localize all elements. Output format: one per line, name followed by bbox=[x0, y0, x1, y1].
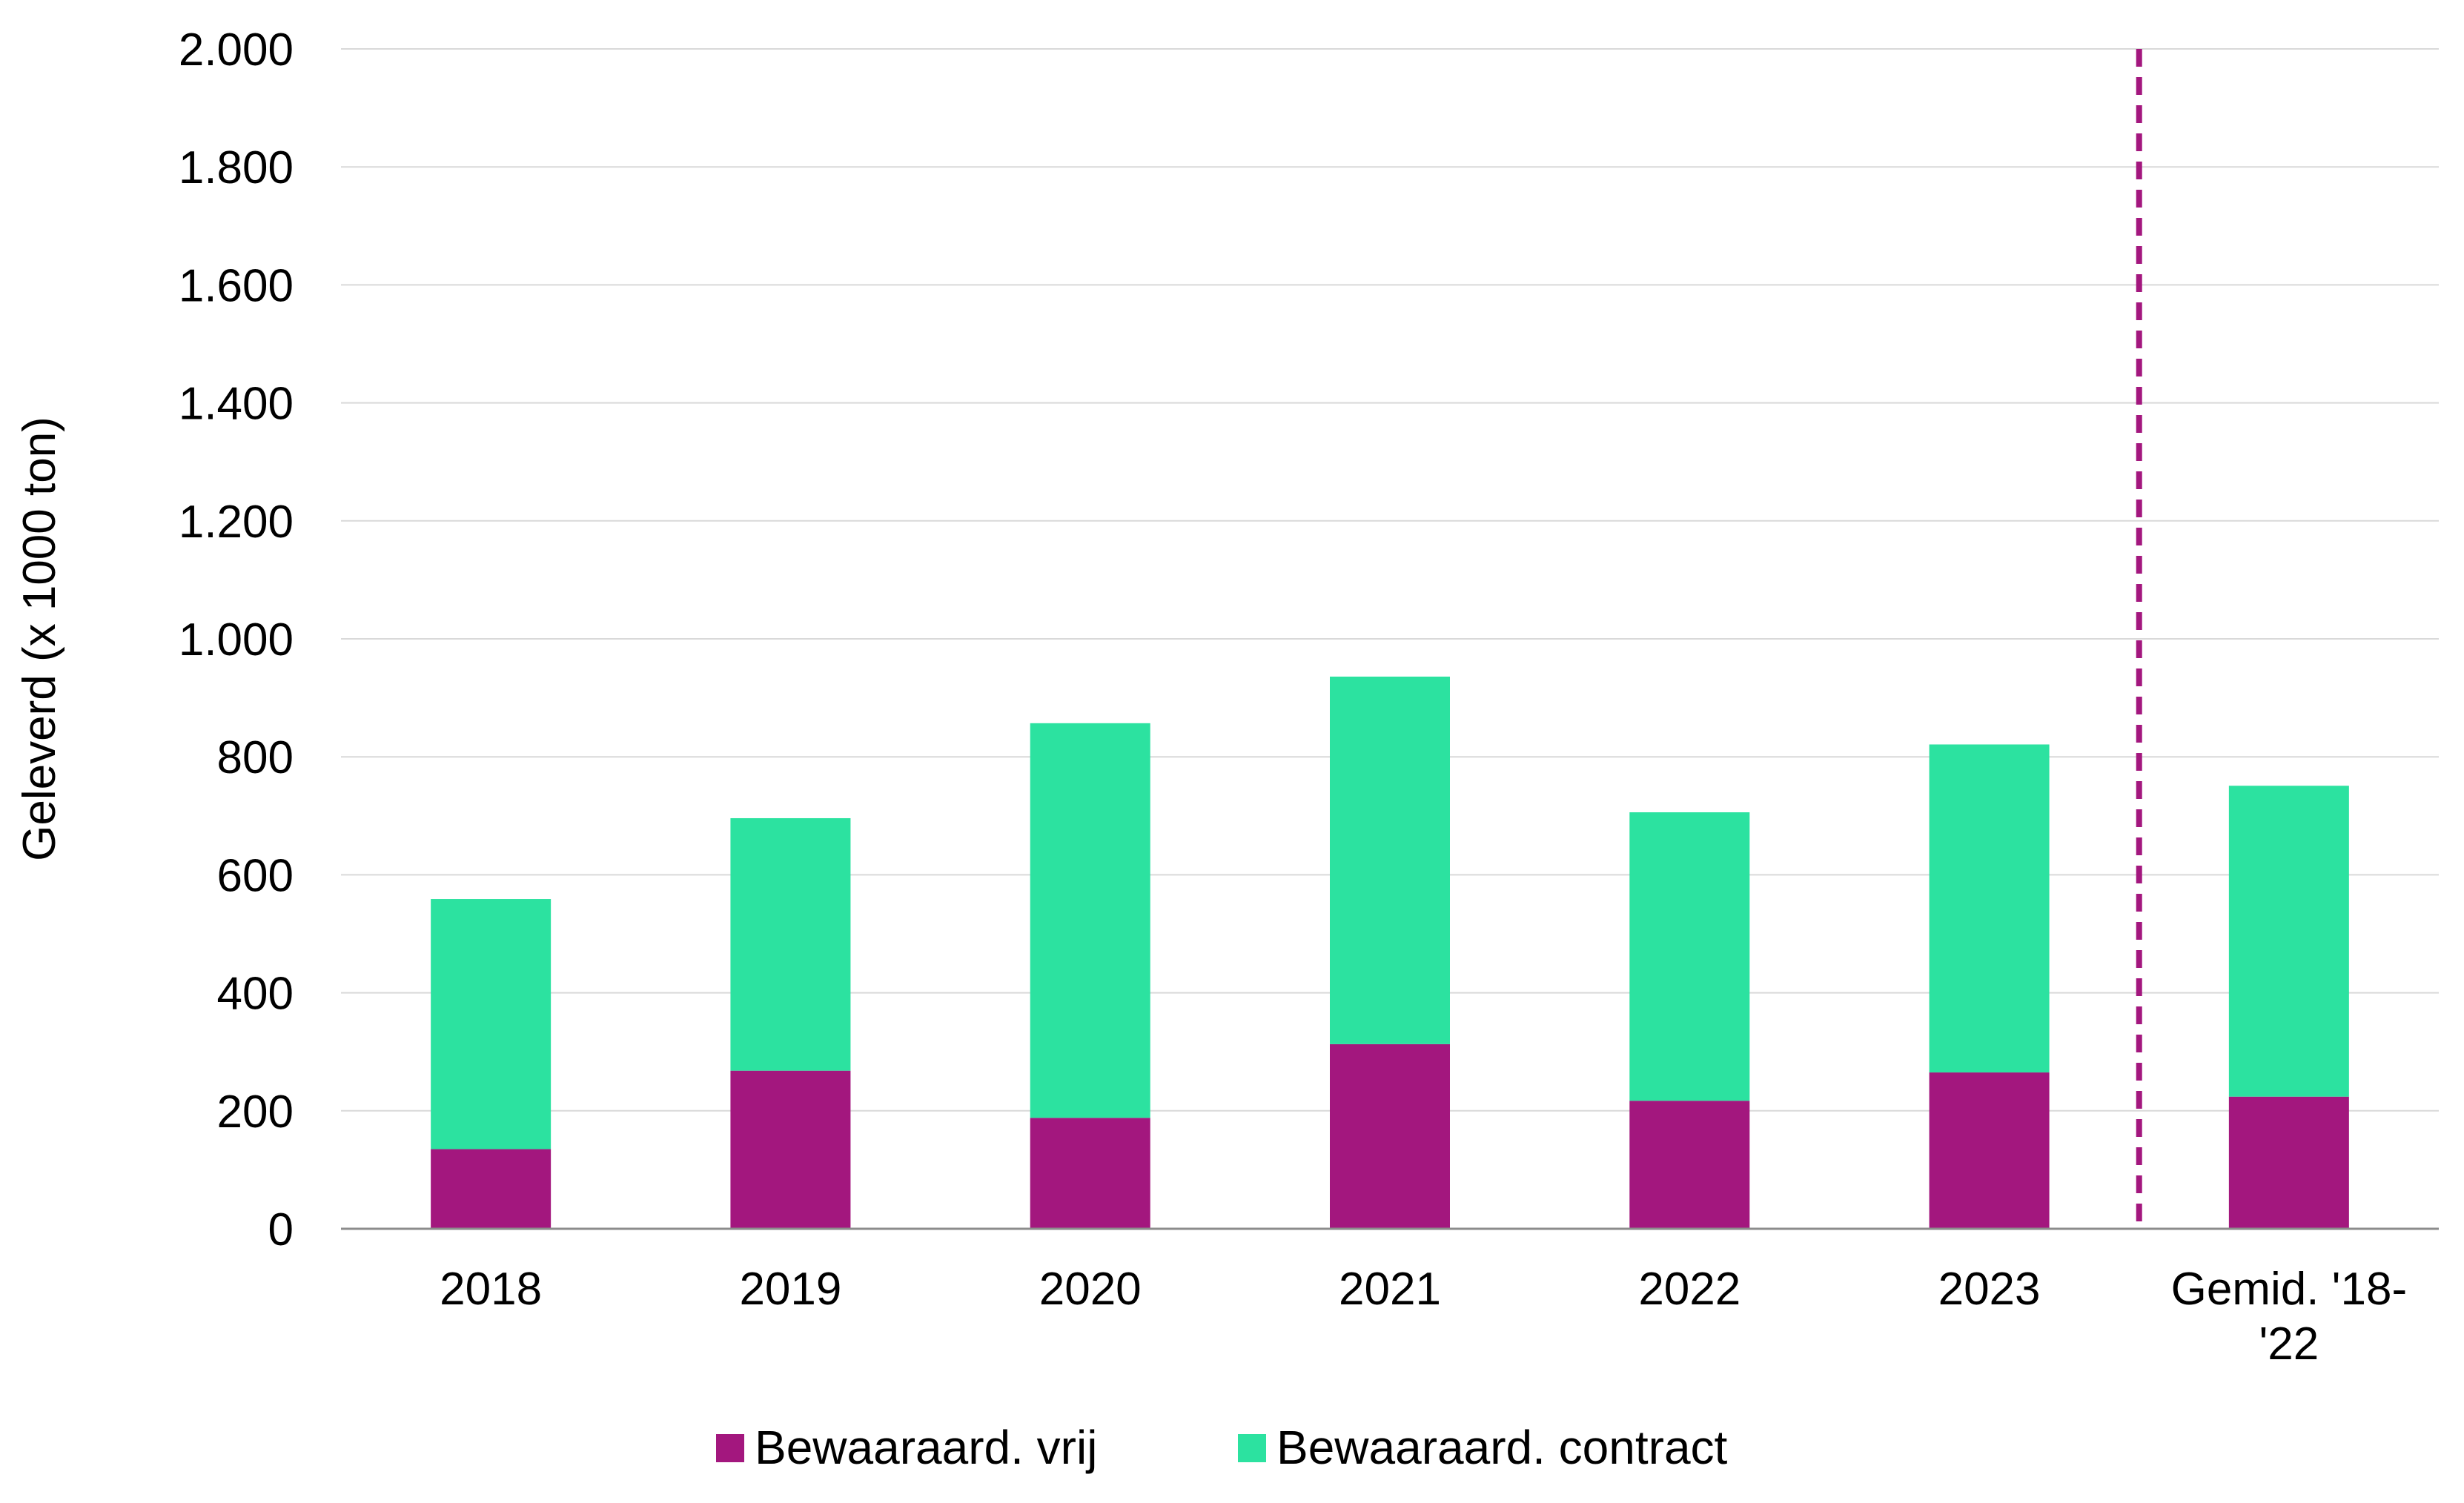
x-tick-label: Gemid. '18-'22 bbox=[2171, 1264, 2408, 1370]
bar-segment-contract bbox=[431, 899, 552, 1149]
bar-segment-contract bbox=[1330, 676, 1450, 1044]
legend-swatch bbox=[1238, 1434, 1266, 1462]
y-tick-label: 1.800 bbox=[179, 142, 294, 193]
y-tick-label: 600 bbox=[217, 850, 294, 901]
x-tick-label: 2022 bbox=[1638, 1264, 1741, 1315]
bar-segment-vrij bbox=[730, 1070, 851, 1229]
bar-segment-vrij bbox=[1330, 1044, 1450, 1229]
bar-segment-contract bbox=[1030, 723, 1150, 1118]
bar-segment-vrij bbox=[431, 1149, 552, 1229]
legend: Bewaaraard. vrij Bewaaraard. contract bbox=[716, 1421, 1728, 1474]
y-tick-label: 200 bbox=[217, 1086, 294, 1138]
legend-item: Bewaaraard. contract bbox=[1238, 1421, 1728, 1474]
legend-item: Bewaaraard. vrij bbox=[716, 1421, 1097, 1474]
bar-segment-contract bbox=[1929, 744, 2050, 1073]
bars bbox=[431, 676, 2349, 1229]
legend-label: Bewaaraard. contract bbox=[1276, 1421, 1728, 1474]
bar-segment-contract bbox=[2228, 786, 2349, 1097]
y-tick-label: 1.400 bbox=[179, 379, 294, 430]
legend-swatch bbox=[716, 1434, 744, 1462]
y-tick-label: 800 bbox=[217, 732, 294, 783]
y-tick-label: 0 bbox=[268, 1204, 294, 1255]
y-tick-label: 1.200 bbox=[179, 497, 294, 548]
x-tick-label: 2018 bbox=[440, 1264, 542, 1315]
y-axis-title: Geleverd (x 1000 ton) bbox=[14, 417, 65, 861]
x-tick-label: 2020 bbox=[1039, 1264, 1142, 1315]
x-tick-label: 2021 bbox=[1339, 1264, 1441, 1315]
y-tick-label: 400 bbox=[217, 969, 294, 1020]
y-tick-label: 1.600 bbox=[179, 260, 294, 311]
gridlines bbox=[341, 48, 2439, 1112]
bar-segment-vrij bbox=[1929, 1072, 2050, 1229]
legend-label: Bewaaraard. vrij bbox=[755, 1421, 1097, 1474]
y-tick-labels: 0 200 400 600 800 1.000 1.200 1.400 1.600 1.800 2.… bbox=[179, 24, 294, 1255]
x-tick-label: 2019 bbox=[739, 1264, 841, 1315]
x-tick-label: 2023 bbox=[1938, 1264, 2041, 1315]
bar-segment-vrij bbox=[1629, 1101, 1750, 1229]
bar-segment-vrij bbox=[2228, 1096, 2349, 1229]
y-tick-label: 2.000 bbox=[179, 24, 294, 76]
bar-segment-contract bbox=[730, 817, 851, 1071]
bar-segment-contract bbox=[1629, 812, 1750, 1101]
x-tick-labels: 2018 2019 2020 2021 2022 2023 Gemid. '18-'22 bbox=[440, 1264, 2407, 1370]
y-tick-label: 1.000 bbox=[179, 614, 294, 666]
bar-segment-vrij bbox=[1030, 1118, 1150, 1229]
